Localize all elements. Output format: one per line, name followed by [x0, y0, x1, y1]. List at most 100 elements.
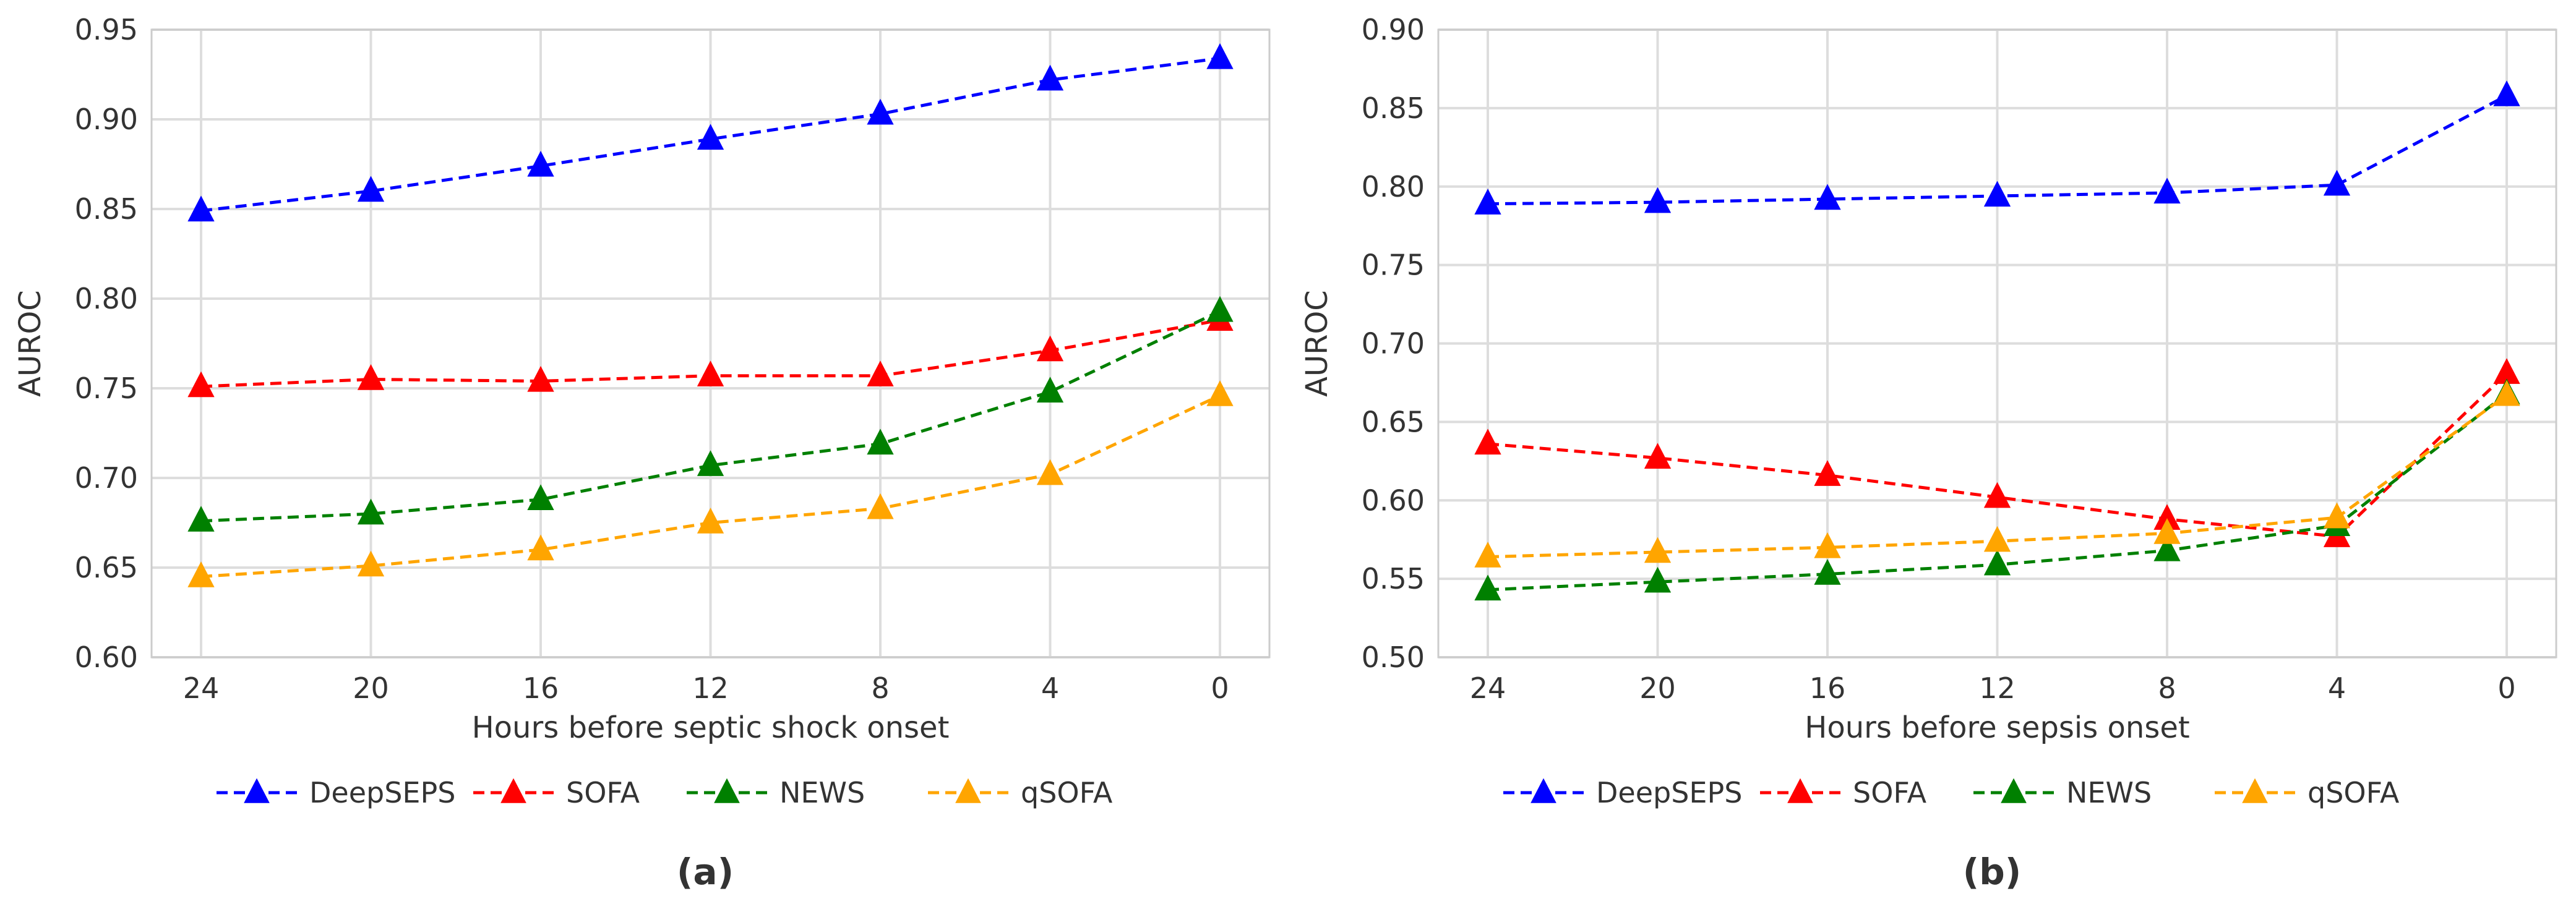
plot-frame [1437, 28, 2557, 658]
legend-label: qSOFA [1021, 776, 1113, 809]
y-tick-label: 0.70 [75, 461, 138, 495]
x-tick-label: 4 [1041, 671, 1059, 705]
data-point-sofa [1644, 443, 1672, 469]
data-point-sofa [867, 360, 894, 386]
data-point-news [1036, 377, 1064, 403]
legend-label: SOFA [1853, 776, 1927, 809]
data-point-news [867, 428, 894, 455]
data-point-qsofa [867, 493, 894, 519]
legend-marker [500, 778, 526, 803]
legend-marker [1531, 778, 1556, 803]
y-tick-label: 0.75 [1362, 249, 1425, 282]
legend-label: NEWS [2066, 776, 2152, 809]
legend-item-sofa: SOFA [1760, 776, 1927, 809]
y-tick-label: 0.85 [1362, 92, 1425, 125]
x-tick-label: 8 [871, 671, 889, 705]
legend-item-qsofa: qSOFA [2215, 776, 2400, 809]
legend-label: SOFA [566, 776, 640, 809]
panel-b: 0.50 0.55 0.60 0.65 0.70 0.75 0.80 0.85 0.90 24 20… [1300, 13, 2557, 893]
data-point-news [1474, 574, 1501, 601]
data-point-news [1644, 566, 1672, 593]
legend: DeepSEPS SOFA NEWS qSOFA [217, 776, 1113, 809]
data-point-qsofa [357, 550, 385, 577]
data-point-deepseps [1983, 181, 2011, 207]
legend: DeepSEPS SOFA NEWS qSOFA [1503, 776, 2400, 809]
x-tick-label: 16 [1810, 671, 1846, 705]
data-point-qsofa [697, 508, 724, 534]
data-point-sofa [1814, 460, 1841, 486]
legend-marker [714, 778, 740, 803]
data-point-qsofa [1474, 542, 1501, 568]
data-point-deepseps [1474, 189, 1501, 215]
y-axis-label: AUROC [13, 290, 48, 397]
data-point-news [527, 484, 554, 510]
legend-label: DeepSEPS [1596, 776, 1742, 809]
data-point-deepseps [2153, 177, 2181, 204]
data-point-qsofa [2323, 502, 2351, 529]
data-point-deepseps [2493, 80, 2520, 106]
y-tick-label: 0.50 [1362, 641, 1425, 674]
y-tick-label: 0.60 [75, 641, 138, 674]
y-tick-label: 0.85 [75, 192, 138, 226]
x-tick-label: 0 [1211, 671, 1229, 705]
data-point-news [1814, 559, 1841, 585]
x-tick-label: 20 [1639, 671, 1676, 705]
data-point-deepseps [697, 124, 724, 150]
y-tick-label: 0.70 [1362, 327, 1425, 360]
panel-label: (a) [677, 851, 734, 893]
y-axis-label: AUROC [1300, 290, 1334, 397]
data-point-qsofa [1983, 526, 2011, 552]
data-point-news [697, 450, 724, 476]
data-point-qsofa [1036, 459, 1064, 485]
legend-marker [1787, 778, 1813, 803]
data-point-deepseps [357, 176, 385, 202]
data-point-sofa [1983, 482, 2011, 508]
x-tick-label: 12 [1979, 671, 2016, 705]
y-tick-label: 0.90 [75, 103, 138, 136]
data-point-qsofa [527, 534, 554, 561]
x-tick-label: 24 [183, 671, 220, 705]
data-point-deepseps [1814, 184, 1841, 210]
y-tick-label: 0.65 [1362, 405, 1425, 438]
y-tick-label: 0.80 [75, 282, 138, 315]
data-point-sofa [527, 365, 554, 392]
data-point-sofa [1474, 428, 1501, 455]
y-tick-label: 0.55 [1362, 562, 1425, 595]
legend-label: NEWS [779, 776, 865, 809]
data-point-qsofa [187, 561, 215, 587]
data-point-sofa [1036, 335, 1064, 362]
x-tick-label: 20 [353, 671, 389, 705]
data-point-deepseps [1206, 43, 1234, 69]
data-point-qsofa [1644, 537, 1672, 563]
y-tick-label: 0.65 [75, 551, 138, 584]
data-point-news [357, 498, 385, 525]
legend-item-sofa: SOFA [473, 776, 640, 809]
data-point-news [187, 506, 215, 532]
series-qsofa [187, 380, 1234, 587]
data-point-deepseps [867, 98, 894, 125]
x-tick-label: 12 [692, 671, 729, 705]
legend-item-deepseps: DeepSEPS [217, 776, 455, 809]
legend-label: qSOFA [2308, 776, 2400, 809]
data-point-deepseps [187, 195, 215, 222]
panel-a: 0.60 0.65 0.70 0.75 0.80 0.85 0.90 0.95 24 20 16 12… [13, 13, 1271, 893]
data-point-deepseps [1036, 64, 1064, 91]
legend-item-qsofa: qSOFA [928, 776, 1113, 809]
data-point-news [2153, 535, 2181, 561]
legend-item-news: NEWS [1973, 776, 2152, 809]
series-sofa [187, 305, 1234, 398]
data-point-sofa [357, 364, 385, 390]
x-tick-label: 8 [2158, 671, 2176, 705]
legend-item-deepseps: DeepSEPS [1503, 776, 1742, 809]
x-axis-label: Hours before septic shock onset [472, 710, 950, 745]
data-point-deepseps [527, 150, 554, 177]
y-tick-label: 0.60 [1362, 484, 1425, 517]
legend-label: DeepSEPS [309, 776, 455, 809]
data-point-qsofa [1814, 532, 1841, 558]
panel-label: (b) [1963, 851, 2022, 893]
data-point-qsofa [1206, 380, 1234, 406]
data-point-deepseps [2323, 169, 2351, 196]
legend-marker [244, 778, 270, 803]
